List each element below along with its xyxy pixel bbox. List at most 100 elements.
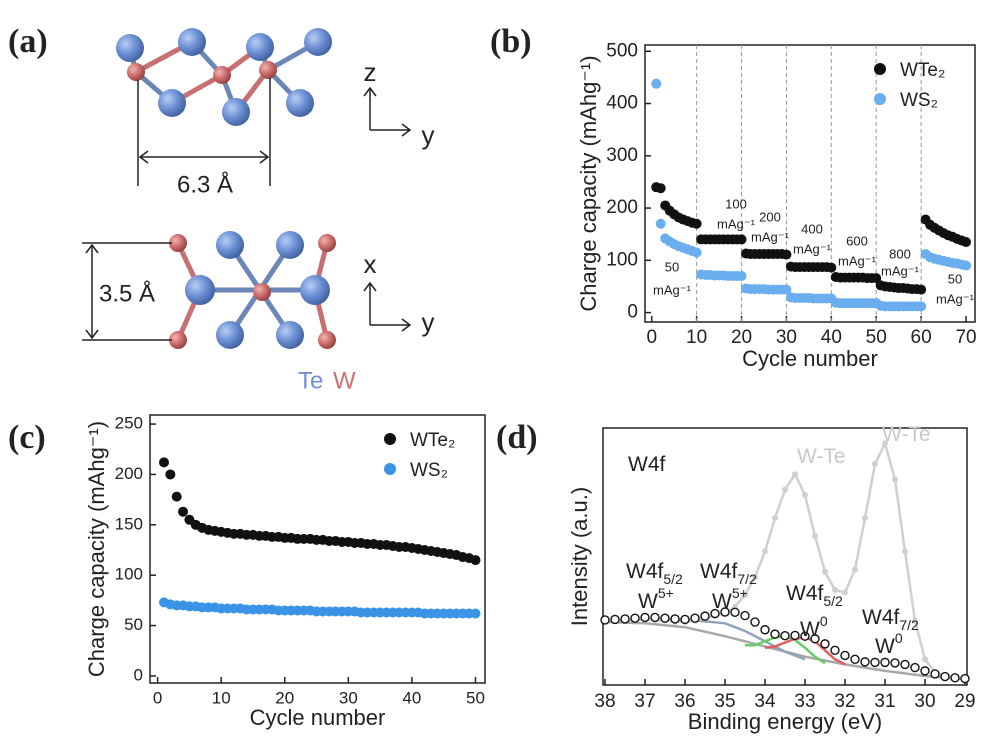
- data-point: [881, 658, 889, 666]
- annotation-superscript: 5+: [658, 585, 674, 601]
- x-axis-label: Cycle number: [250, 705, 386, 730]
- data-point: [931, 670, 939, 678]
- annotation-superscript: 5+: [732, 585, 748, 601]
- panel-label: (d): [496, 419, 538, 456]
- data-point: [651, 79, 661, 89]
- dimension-label: 3.5 Å: [99, 279, 155, 307]
- annotation-subscript: 5/2: [823, 593, 843, 609]
- x-tick-label: 10: [686, 327, 707, 348]
- atom: [185, 275, 215, 305]
- rate-label: mAg⁻¹: [936, 291, 975, 306]
- atom: [304, 28, 332, 56]
- data-point: [681, 615, 689, 623]
- annotation: W5+: [638, 585, 674, 613]
- data-point: [861, 658, 869, 666]
- y-tick-label: 300: [606, 145, 638, 166]
- data-point: [916, 301, 926, 311]
- data-point: [165, 469, 175, 479]
- data-point: [822, 569, 828, 575]
- atom: [318, 234, 336, 252]
- figure: (a) (b) (c) (d) 6.3 Å z y: [0, 0, 985, 745]
- legend-text: Te: [298, 367, 323, 394]
- annotation: W0: [800, 613, 828, 641]
- data-point: [178, 507, 188, 517]
- structure-bottom: 3.5 Å x y Te W: [82, 231, 435, 394]
- annotation-superscript: 0: [820, 613, 828, 629]
- y-axis-label: Charge capacity (mAhg⁻¹): [576, 55, 601, 311]
- data-point: [761, 626, 769, 634]
- x-axis-label: Cycle number: [742, 346, 878, 371]
- y-tick-label: 150: [115, 514, 143, 533]
- data-point: [751, 618, 759, 626]
- rate-label: 800: [889, 246, 911, 261]
- rate-label: mAg⁻¹: [653, 282, 692, 297]
- rate-label: 200: [759, 209, 781, 224]
- data-point: [911, 664, 919, 672]
- x-axis-label: Binding energy (eV): [688, 709, 882, 734]
- data-point: [671, 615, 679, 623]
- atom: [127, 63, 145, 81]
- x-tick-label: 29: [954, 691, 975, 712]
- data-point: [791, 631, 799, 639]
- y-tick-label: 50: [124, 615, 143, 634]
- annotation-text: W: [800, 618, 820, 641]
- annotation-text: W: [638, 590, 658, 613]
- legend-label: WS₂: [410, 460, 448, 481]
- data-point: [159, 457, 169, 467]
- annotation: W-Te: [797, 445, 846, 468]
- legend-text: W: [333, 367, 356, 394]
- data-point: [951, 674, 959, 682]
- data-point: [812, 533, 818, 539]
- atom: [246, 33, 274, 61]
- data-point: [852, 566, 858, 572]
- data-point: [781, 632, 789, 640]
- legend-marker: [384, 433, 396, 445]
- plot-frame: [645, 45, 975, 322]
- data-point: [891, 659, 899, 667]
- x-tick-label: 40: [402, 688, 421, 707]
- data-point: [762, 548, 768, 554]
- annotation-text: W4f: [626, 560, 664, 583]
- data-point: [892, 476, 898, 482]
- rate-label: mAg⁻¹: [881, 263, 920, 278]
- axis-letter: y: [422, 120, 435, 150]
- y-axis-label: Charge capacity (mAhg⁻¹): [84, 421, 109, 677]
- data-point: [631, 614, 639, 622]
- atom: [253, 283, 271, 301]
- rate-label: 100: [725, 196, 747, 211]
- annotation: W5+: [712, 585, 748, 613]
- annotation: W0: [875, 630, 903, 658]
- legend-label: WTe₂: [900, 60, 945, 81]
- atom: [276, 321, 304, 349]
- y-tick-label: 100: [606, 249, 638, 270]
- data-point: [922, 656, 928, 662]
- y-tick-label: 0: [627, 302, 638, 323]
- axis-arrows: [364, 88, 410, 136]
- y-tick-label: 0: [134, 665, 143, 684]
- data-point: [821, 640, 829, 648]
- y-tick-label: 100: [115, 565, 143, 584]
- x-tick-label: 70: [955, 327, 976, 348]
- annotation: W-Te: [882, 423, 931, 446]
- data-point: [862, 515, 868, 521]
- y-tick-label: 500: [606, 40, 638, 61]
- fit-line: [605, 620, 805, 660]
- atom: [116, 34, 144, 62]
- rate-label: mAg⁻¹: [838, 253, 877, 268]
- annotation-text: W4f: [700, 560, 738, 583]
- rate-label: mAg⁻¹: [793, 241, 832, 256]
- axis-letter: z: [364, 57, 377, 87]
- data-point: [611, 615, 619, 623]
- atom: [158, 89, 186, 117]
- atom: [213, 66, 231, 84]
- x-tick-label: 37: [634, 691, 655, 712]
- data-point: [781, 250, 791, 260]
- atom: [300, 275, 330, 305]
- data-point: [172, 492, 182, 502]
- atom: [276, 231, 304, 259]
- annotation-superscript: 0: [895, 630, 903, 646]
- data-point: [701, 612, 709, 620]
- structure-top: 6.3 Å z y: [116, 28, 435, 198]
- axis-letter: x: [364, 249, 377, 279]
- rate-label: 600: [846, 233, 868, 248]
